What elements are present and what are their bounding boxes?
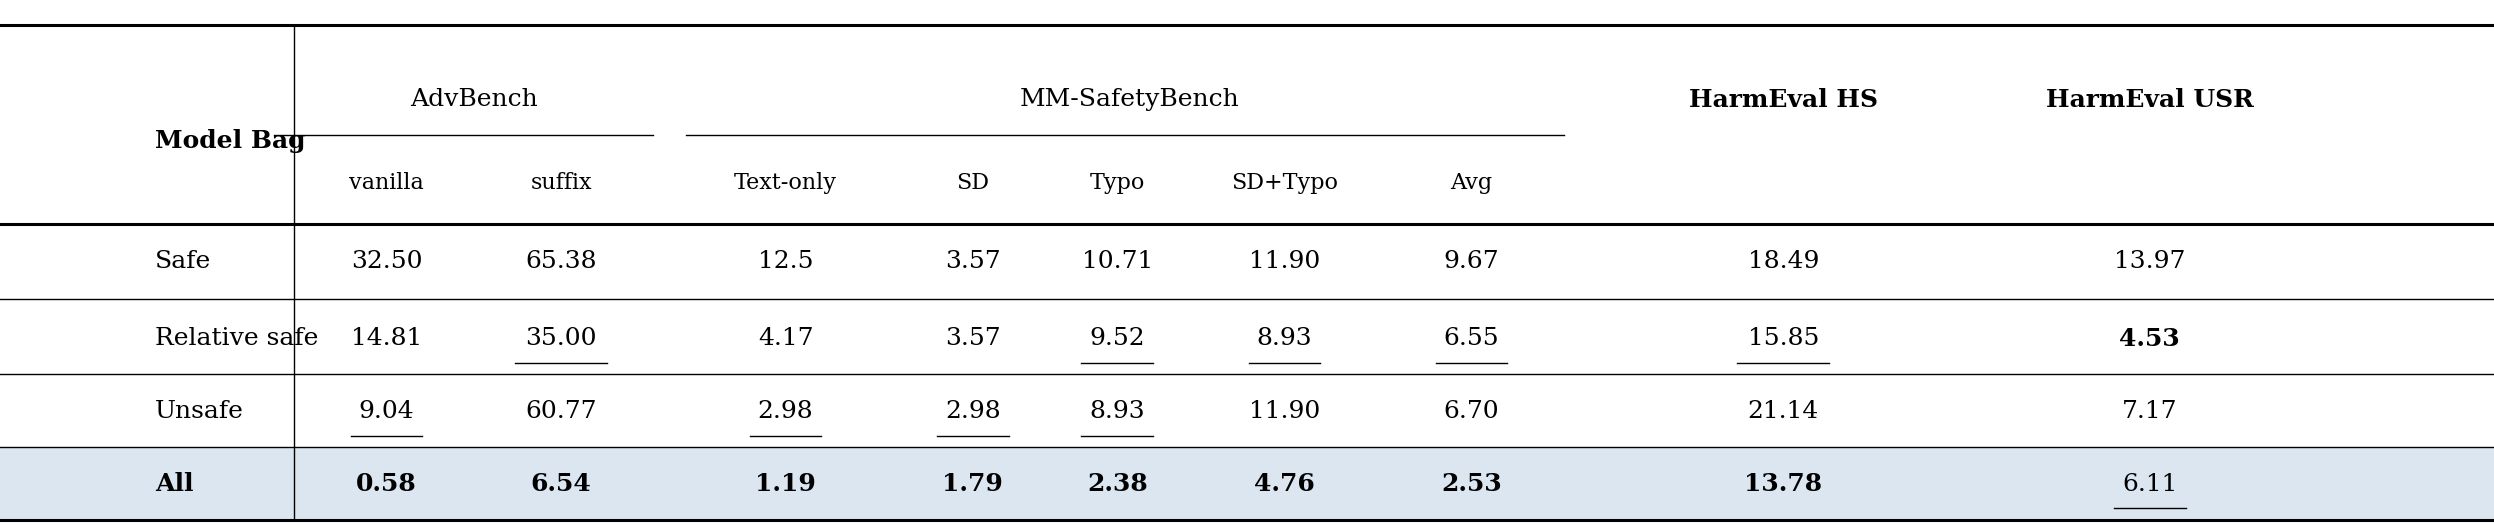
Text: 9.52: 9.52 (1090, 327, 1145, 350)
Text: 11.90: 11.90 (1249, 251, 1319, 273)
Text: Relative safe: Relative safe (155, 327, 319, 350)
Text: 1.79: 1.79 (943, 472, 1003, 496)
Text: Unsafe: Unsafe (155, 400, 244, 423)
Text: 6.54: 6.54 (531, 472, 591, 496)
Text: 2.98: 2.98 (945, 400, 1000, 423)
Text: 3.57: 3.57 (945, 251, 1000, 273)
Text: 13.97: 13.97 (2115, 251, 2185, 273)
Text: MM-SafetyBench: MM-SafetyBench (1020, 88, 1240, 111)
Text: 60.77: 60.77 (526, 400, 596, 423)
FancyBboxPatch shape (0, 447, 2494, 520)
Text: All: All (155, 472, 192, 496)
Text: 0.58: 0.58 (357, 472, 416, 496)
Text: 15.85: 15.85 (1748, 327, 1818, 350)
Text: Safe: Safe (155, 251, 212, 273)
Text: 2.38: 2.38 (1087, 472, 1147, 496)
Text: SD: SD (955, 172, 990, 194)
Text: 6.70: 6.70 (1444, 400, 1499, 423)
Text: 65.38: 65.38 (526, 251, 596, 273)
Text: 1.19: 1.19 (756, 472, 816, 496)
Text: 13.78: 13.78 (1743, 472, 1823, 496)
Text: 4.76: 4.76 (1254, 472, 1314, 496)
Text: 14.81: 14.81 (352, 327, 421, 350)
Text: 2.98: 2.98 (758, 400, 813, 423)
Text: 32.50: 32.50 (352, 251, 421, 273)
Text: 3.57: 3.57 (945, 327, 1000, 350)
Text: 18.49: 18.49 (1748, 251, 1818, 273)
Text: 8.93: 8.93 (1090, 400, 1145, 423)
Text: AdvBench: AdvBench (409, 88, 539, 111)
Text: HarmEval HS: HarmEval HS (1688, 88, 1878, 112)
Text: 10.71: 10.71 (1082, 251, 1152, 273)
Text: 9.04: 9.04 (359, 400, 414, 423)
Text: 6.55: 6.55 (1444, 327, 1499, 350)
Text: 35.00: 35.00 (526, 327, 596, 350)
Text: 6.11: 6.11 (2122, 473, 2177, 496)
Text: 12.5: 12.5 (758, 251, 813, 273)
Text: SD+Typo: SD+Typo (1232, 172, 1337, 194)
Text: Text-only: Text-only (733, 172, 838, 194)
Text: Typo: Typo (1090, 172, 1145, 194)
Text: vanilla: vanilla (349, 172, 424, 194)
Text: 21.14: 21.14 (1748, 400, 1818, 423)
Text: 11.90: 11.90 (1249, 400, 1319, 423)
Text: 2.53: 2.53 (1442, 472, 1501, 496)
Text: 4.17: 4.17 (758, 327, 813, 350)
Text: 9.67: 9.67 (1444, 251, 1499, 273)
Text: suffix: suffix (531, 172, 591, 194)
Text: 8.93: 8.93 (1257, 327, 1312, 350)
Text: 7.17: 7.17 (2122, 400, 2177, 423)
Text: 4.53: 4.53 (2120, 327, 2180, 351)
Text: Avg: Avg (1452, 172, 1491, 194)
Text: Model Bag: Model Bag (155, 129, 304, 153)
Text: HarmEval USR: HarmEval USR (2045, 88, 2255, 112)
